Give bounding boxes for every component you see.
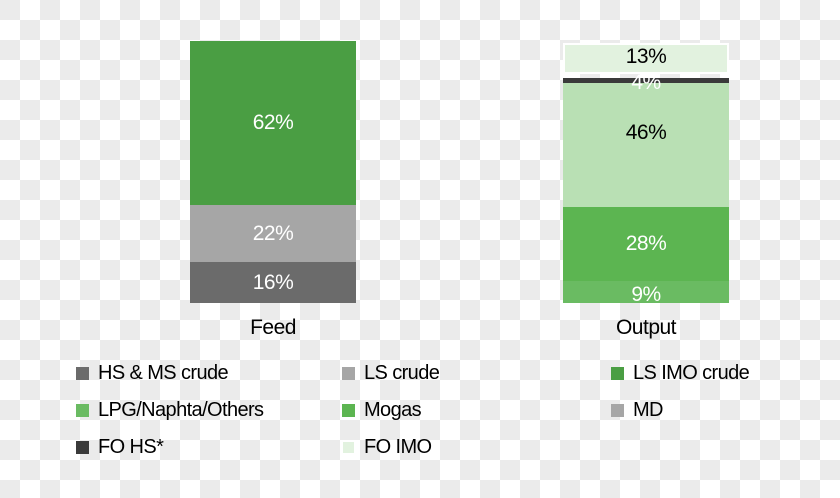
output-bar: 13% 4% 46% 28% 9% (563, 43, 729, 303)
legend-swatch-icon (611, 367, 624, 380)
legend-swatch-icon (76, 404, 89, 417)
legend-swatch-icon (342, 441, 355, 454)
legend-label: FO IMO (364, 436, 432, 458)
output-segment-mogas: 28% (563, 207, 729, 281)
feed-category-label: Feed (250, 316, 296, 339)
output-segment-md: 46% (563, 83, 729, 207)
output-value-label: 28% (625, 232, 667, 255)
legend-swatch-icon (342, 404, 355, 417)
feed-value-label: 22% (252, 221, 294, 245)
output-segment-fo-imo: 13% (563, 43, 729, 74)
output-segment-lpg-naphta-others: 9% (563, 281, 729, 303)
legend-item-md: MD (611, 399, 664, 422)
feed-bar: 62% 22% 16% (190, 41, 356, 303)
output-value-label: 46% (625, 121, 667, 144)
legend-item-ls-crude: LS crude (342, 362, 440, 385)
legend-item-fo-imo: FO IMO (342, 436, 432, 459)
legend-item-lpg-naphta-others: LPG/Naphta/Others (76, 399, 264, 422)
legend-item-fo-hs: FO HS* (76, 436, 164, 459)
legend-item-ls-imo-crude: LS IMO crude (611, 362, 750, 385)
feed-value-label: 16% (252, 270, 294, 294)
legend-label: FO HS* (98, 436, 164, 458)
legend-label: Mogas (364, 399, 422, 421)
output-value-label: 13% (625, 45, 667, 68)
output-segment-fo-hs: 4% (563, 71, 729, 94)
legend-label: HS & MS crude (98, 362, 229, 384)
feed-segment-ls-crude: 22% (190, 205, 356, 262)
legend-swatch-icon (342, 367, 355, 380)
feed-segment-ls-imo-crude: 62% (190, 41, 356, 205)
output-value-label: 4% (631, 70, 661, 94)
feed-value-label: 62% (252, 111, 294, 134)
legend-swatch-icon (76, 441, 89, 454)
legend-item-mogas: Mogas (342, 399, 422, 422)
output-value-label: 9% (631, 283, 661, 303)
legend-label: LPG/Naphta/Others (98, 399, 264, 421)
legend-swatch-icon (611, 404, 624, 417)
legend-label: LS IMO crude (633, 362, 750, 384)
output-category-label: Output (615, 316, 677, 339)
legend-swatch-icon (76, 367, 89, 380)
legend-label: MD (633, 399, 664, 421)
legend-label: LS crude (364, 362, 440, 384)
legend-item-hs-ms-crude: HS & MS crude (76, 362, 229, 385)
feed-segment-hs-ms-crude: 16% (190, 262, 356, 303)
